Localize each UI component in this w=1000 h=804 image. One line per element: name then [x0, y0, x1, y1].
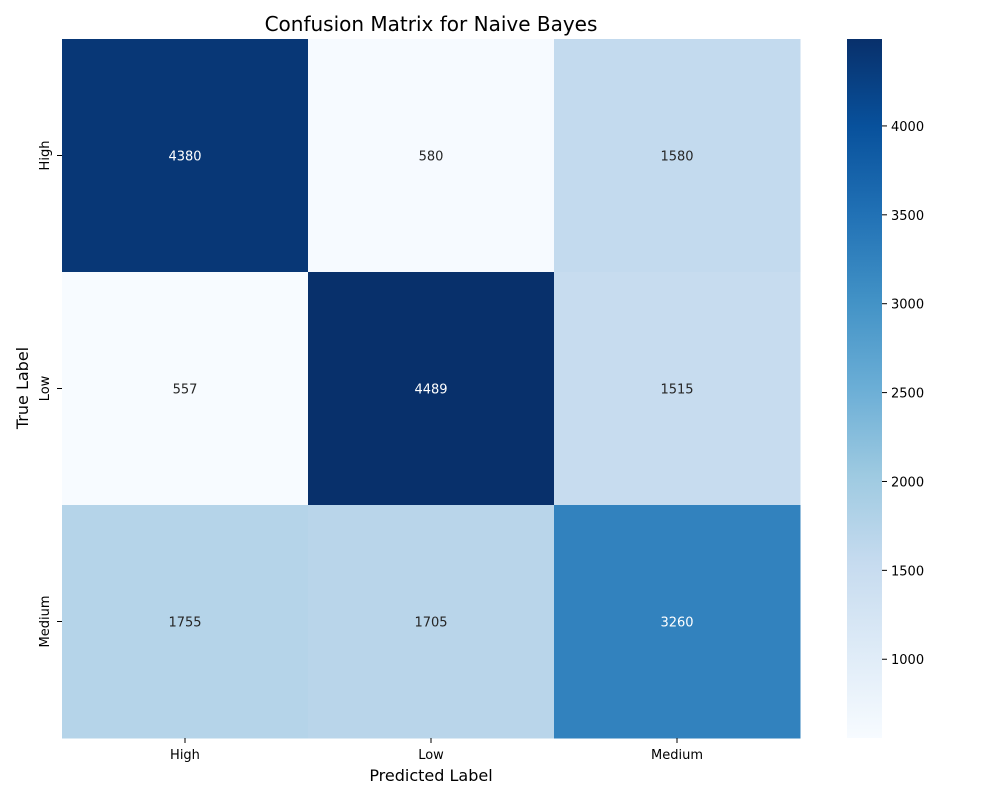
- x-axis-label: Predicted Label: [369, 766, 492, 785]
- cell-value-label: 4380: [168, 150, 201, 165]
- heatmap-cell: [308, 272, 555, 506]
- x-tick-label: Low: [418, 748, 444, 763]
- colorbar: 1000 1500 2000 2500 3000 3500 4000: [847, 39, 924, 738]
- cell-value-label: 1755: [168, 616, 201, 631]
- heatmap-cells: 4380 580 1580 557 4489 1515 1755 1705 3260: [62, 39, 801, 739]
- heatmap-cell: [62, 505, 309, 739]
- y-axis: High Low Medium: [38, 141, 62, 648]
- cell-value-label: 4489: [414, 383, 447, 398]
- colorbar-tick-label: 1000: [891, 653, 924, 668]
- colorbar-tick-label: 2500: [891, 387, 924, 402]
- heatmap-cell: [62, 39, 309, 273]
- colorbar-tick-label: 3000: [891, 298, 924, 313]
- y-tick-label: Medium: [38, 596, 53, 648]
- cell-value-label: 1515: [660, 383, 693, 398]
- chart-title: Confusion Matrix for Naive Bayes: [265, 12, 598, 36]
- heatmap-cell: [554, 272, 801, 506]
- colorbar-tick-label: 2000: [891, 475, 924, 490]
- x-tick-label: High: [170, 748, 200, 763]
- cell-value-label: 3260: [660, 616, 693, 631]
- heatmap-cell: [62, 272, 309, 506]
- y-tick-label: Low: [38, 375, 53, 401]
- x-tick-label: Medium: [651, 748, 703, 763]
- colorbar-tick-label: 4000: [891, 120, 924, 135]
- x-axis: High Low Medium: [170, 738, 703, 763]
- cell-value-label: 1580: [660, 150, 693, 165]
- colorbar-tick-label: 3500: [891, 209, 924, 224]
- heatmap-cell: [554, 39, 801, 273]
- y-axis-label: True Label: [13, 347, 32, 430]
- cell-value-label: 557: [173, 383, 198, 398]
- y-tick-label: High: [38, 141, 53, 171]
- heatmap-cell: [554, 505, 801, 739]
- colorbar-gradient: [847, 39, 882, 738]
- heatmap-cell: [308, 505, 555, 739]
- cell-value-label: 1705: [414, 616, 447, 631]
- heatmap-cell: [308, 39, 555, 273]
- cell-value-label: 580: [419, 150, 444, 165]
- colorbar-tick-label: 1500: [891, 564, 924, 579]
